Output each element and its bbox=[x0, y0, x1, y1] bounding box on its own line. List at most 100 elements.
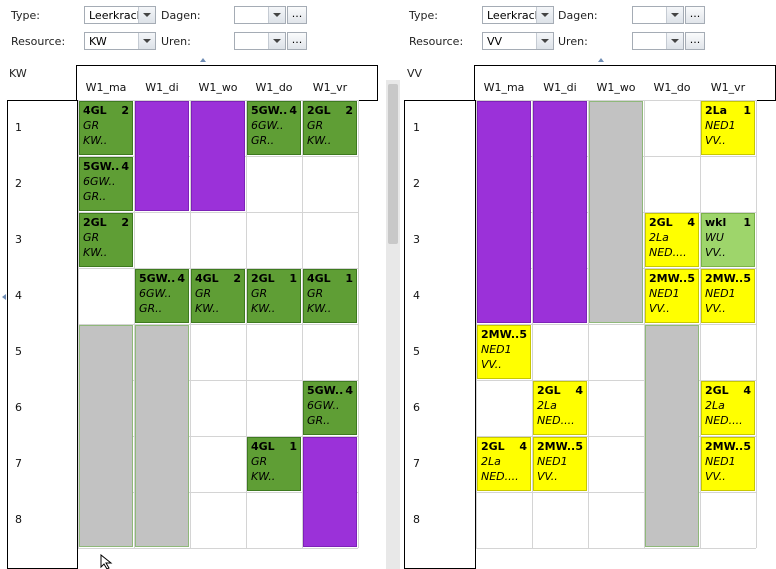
unavailable-slot[interactable] bbox=[79, 325, 133, 547]
uren-label: Uren: bbox=[558, 35, 588, 48]
dagen-browse-button[interactable]: ... bbox=[685, 6, 705, 24]
lesson-block[interactable]: 4GL GR KW.. 2 bbox=[79, 101, 133, 155]
resource-select-value: VV bbox=[487, 35, 503, 48]
type-select[interactable]: Leerkrach bbox=[482, 6, 554, 24]
day-column-header[interactable]: W1_ma bbox=[85, 81, 127, 94]
grid-line bbox=[78, 548, 358, 549]
day-column-header[interactable]: W1_wo bbox=[198, 81, 238, 94]
lesson-class: 4GL bbox=[195, 272, 219, 285]
lesson-block[interactable]: 5GW.. 6GW.. GR.. 4 bbox=[135, 269, 189, 323]
lesson-class: 2GL bbox=[649, 216, 673, 229]
lesson-block[interactable]: 2MW.. NED1 VV.. 5 bbox=[701, 437, 755, 491]
blocked-slot[interactable] bbox=[191, 101, 245, 211]
lesson-subject: GR bbox=[251, 455, 268, 468]
day-column-header[interactable]: W1_wo bbox=[596, 81, 636, 94]
lesson-count: 1 bbox=[289, 440, 297, 453]
unavailable-slot[interactable] bbox=[589, 101, 643, 323]
splitter-up-icon[interactable] bbox=[598, 58, 604, 62]
lesson-detail: VV.. bbox=[705, 134, 726, 147]
lesson-detail: VV.. bbox=[537, 470, 558, 483]
blocked-slot[interactable] bbox=[477, 101, 531, 323]
lesson-count: 2 bbox=[345, 104, 353, 117]
chevron-down-icon[interactable] bbox=[268, 33, 285, 49]
blocked-slot[interactable] bbox=[303, 437, 357, 547]
lesson-block[interactable]: 2GL GR KW.. 2 bbox=[303, 101, 357, 155]
lesson-block[interactable]: wkl WU VV.. 1 bbox=[701, 213, 755, 267]
splitter-left-icon[interactable] bbox=[2, 294, 6, 300]
lesson-subject: NED1 bbox=[705, 119, 736, 132]
lesson-block[interactable]: 5GW.. 6GW.. GR.. 4 bbox=[247, 101, 301, 155]
scrollbar-thumb[interactable] bbox=[388, 84, 398, 244]
day-column-header[interactable]: W1_ma bbox=[483, 81, 525, 94]
day-column-header[interactable]: W1_di bbox=[543, 81, 577, 94]
lesson-detail: NED.... bbox=[649, 246, 687, 259]
lesson-subject: GR bbox=[307, 119, 324, 132]
uren-select[interactable] bbox=[632, 32, 684, 50]
lesson-subject: 6GW.. bbox=[251, 119, 284, 132]
hour-column-box bbox=[404, 100, 476, 569]
hour-row-label: 3 bbox=[15, 233, 22, 246]
lesson-block[interactable]: 2GL 2La NED.... 4 bbox=[701, 381, 755, 435]
lesson-block[interactable]: 2MW.. NED1 VV.. 5 bbox=[701, 269, 755, 323]
lesson-block[interactable]: 2GL GR KW.. 1 bbox=[247, 269, 301, 323]
day-column-header[interactable]: W1_do bbox=[255, 81, 293, 94]
lesson-subject: 6GW.. bbox=[139, 287, 172, 300]
blocked-slot[interactable] bbox=[533, 101, 587, 323]
vertical-scrollbar[interactable] bbox=[386, 80, 400, 569]
lesson-block[interactable]: 5GW.. 6GW.. GR.. 4 bbox=[303, 381, 357, 435]
schedule-grid: 2MW.. NED1 VV.. 5 2GL 2La NED.... 4 2GL 2La NED...… bbox=[476, 100, 776, 549]
chevron-down-icon[interactable] bbox=[268, 7, 285, 23]
grid-line bbox=[78, 324, 358, 325]
lesson-count: 4 bbox=[345, 384, 353, 397]
unavailable-slot[interactable] bbox=[645, 325, 699, 547]
schedule-grid: 4GL GR KW.. 2 5GW.. 6GW.. GR.. 4 2GL GR KW.. 2 5GW..… bbox=[78, 100, 378, 549]
lesson-class: 2La bbox=[705, 104, 728, 117]
lesson-class: 5GW.. bbox=[83, 160, 120, 173]
day-column-header[interactable]: W1_vr bbox=[312, 81, 348, 94]
grid-line bbox=[78, 492, 358, 493]
lesson-detail: KW.. bbox=[307, 134, 332, 147]
uren-browse-button[interactable]: ... bbox=[685, 32, 705, 50]
lesson-class: 5GW.. bbox=[251, 104, 288, 117]
hour-row-label: 7 bbox=[413, 457, 420, 470]
chevron-down-icon[interactable] bbox=[666, 7, 683, 23]
lesson-class: 4GL bbox=[251, 440, 275, 453]
resource-select[interactable]: VV bbox=[482, 32, 554, 50]
lesson-block[interactable]: 2GL 2La NED.... 4 bbox=[645, 213, 699, 267]
chevron-down-icon[interactable] bbox=[666, 33, 683, 49]
lesson-block[interactable]: 2GL 2La NED.... 4 bbox=[477, 437, 531, 491]
hour-row-label: 7 bbox=[15, 457, 22, 470]
lesson-count: 1 bbox=[743, 104, 751, 117]
lesson-block[interactable]: 2MW.. NED1 VV.. 5 bbox=[645, 269, 699, 323]
lesson-block[interactable]: 4GL GR KW.. 2 bbox=[191, 269, 245, 323]
dagen-browse-button[interactable]: ... bbox=[287, 6, 307, 24]
day-column-header[interactable]: W1_do bbox=[653, 81, 691, 94]
type-label: Type: bbox=[409, 9, 438, 22]
lesson-subject: NED1 bbox=[705, 455, 736, 468]
lesson-block[interactable]: 2GL 2La NED.... 4 bbox=[533, 381, 587, 435]
lesson-block[interactable]: 4GL GR KW.. 1 bbox=[303, 269, 357, 323]
unavailable-slot[interactable] bbox=[135, 325, 189, 547]
blocked-slot[interactable] bbox=[135, 101, 189, 211]
chevron-down-icon[interactable] bbox=[138, 33, 155, 49]
chevron-down-icon[interactable] bbox=[536, 7, 553, 23]
resource-select[interactable]: KW bbox=[84, 32, 156, 50]
lesson-block[interactable]: 2La NED1 VV.. 1 bbox=[701, 101, 755, 155]
chevron-down-icon[interactable] bbox=[138, 7, 155, 23]
uren-browse-button[interactable]: ... bbox=[287, 32, 307, 50]
dagen-select[interactable] bbox=[632, 6, 684, 24]
uren-select[interactable] bbox=[234, 32, 286, 50]
lesson-block[interactable]: 4GL GR KW.. 1 bbox=[247, 437, 301, 491]
chevron-down-icon[interactable] bbox=[536, 33, 553, 49]
splitter-up-icon[interactable] bbox=[200, 58, 206, 62]
type-select[interactable]: Leerkrach bbox=[84, 6, 156, 24]
hour-row-label: 6 bbox=[413, 401, 420, 414]
lesson-block[interactable]: 2MW.. NED1 VV.. 5 bbox=[477, 325, 531, 379]
lesson-block[interactable]: 5GW.. 6GW.. GR.. 4 bbox=[79, 157, 133, 211]
day-column-header[interactable]: W1_di bbox=[145, 81, 179, 94]
lesson-block[interactable]: 2MW.. NED1 VV.. 5 bbox=[533, 437, 587, 491]
lesson-block[interactable]: 2GL GR KW.. 2 bbox=[79, 213, 133, 267]
day-column-header[interactable]: W1_vr bbox=[710, 81, 746, 94]
dagen-select[interactable] bbox=[234, 6, 286, 24]
dagen-label: Dagen: bbox=[558, 9, 598, 22]
